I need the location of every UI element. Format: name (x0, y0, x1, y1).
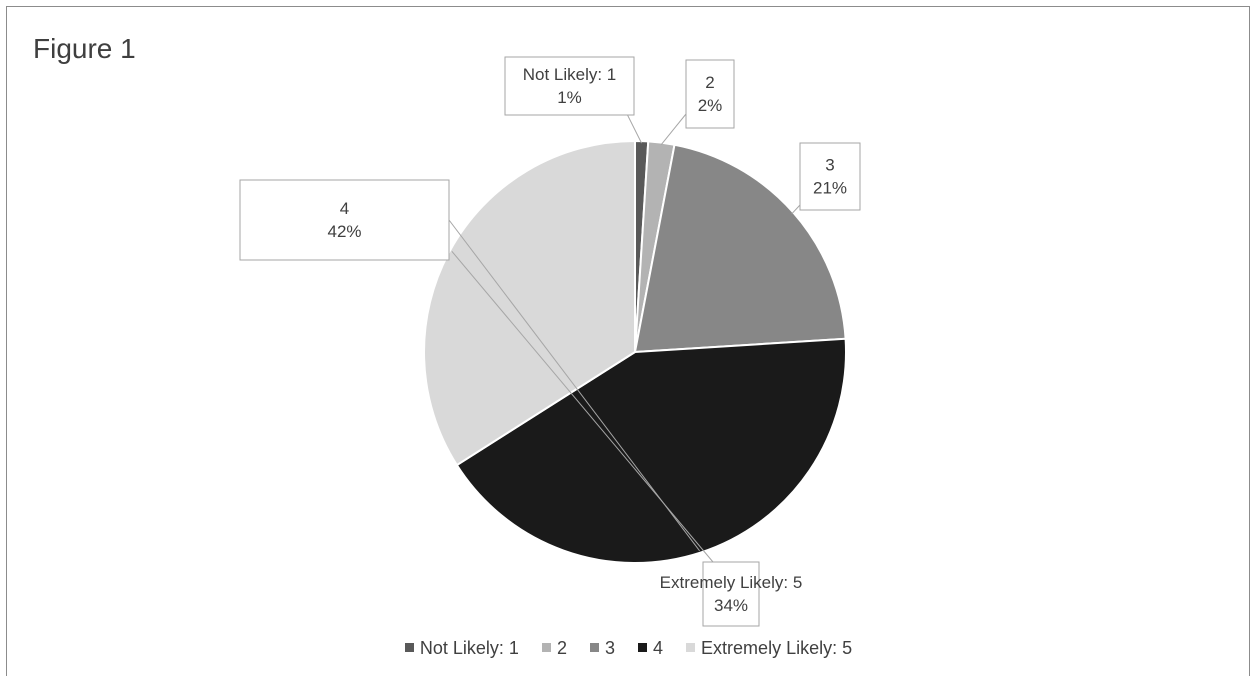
leader-line (626, 113, 643, 144)
data-label-3: 442% (239, 179, 700, 552)
data-label-percent: 34% (714, 596, 748, 615)
legend: Not Likely: 1 2 3 4 Extremely Likely: 5 (0, 638, 1257, 659)
data-label-box (702, 561, 760, 627)
legend-swatch (589, 643, 599, 652)
legend-item-4: 4 (638, 638, 663, 659)
legend-swatch (541, 643, 551, 652)
data-label-0: Not Likely: 1 1% (504, 56, 643, 144)
legend-item-3: 3 (589, 638, 615, 659)
data-label-4: Extremely Likely: 5 34% (451, 250, 803, 627)
leader-line (660, 113, 687, 145)
data-label-1: 22% (660, 59, 735, 145)
data-label-box (504, 56, 635, 116)
data-label-percent: 1% (557, 88, 582, 107)
legend-item-not-likely: Not Likely: 1 (404, 638, 519, 659)
legend-label: Extremely Likely: 5 (701, 638, 853, 658)
leader-line (791, 204, 801, 215)
legend-swatch (686, 643, 696, 652)
legend-label: 2 (556, 638, 567, 658)
legend-swatch (404, 643, 414, 652)
pie-callouts: Not Likely: 11%22%321%442%Extremely Like… (239, 56, 861, 627)
legend-label: 4 (653, 638, 664, 658)
data-label-percent: 21% (813, 179, 847, 198)
legend-swatch (638, 643, 648, 652)
figure-title: Figure 1 (33, 33, 136, 64)
data-label-percent: 2% (698, 96, 723, 115)
pie-slice-3 (455, 337, 847, 564)
leader-line (451, 250, 714, 563)
legend-label: Not Likely: 1 (419, 638, 519, 658)
data-label-category: 3 (825, 156, 834, 175)
data-label-2: 321% (791, 142, 861, 215)
data-label-category: 2 (705, 73, 714, 92)
data-label-box (799, 142, 861, 211)
legend-item-extremely-likely: Extremely Likely: 5 (686, 638, 852, 659)
legend-item-2: 2 (541, 638, 567, 659)
data-label-category: Not Likely: 1 (523, 65, 617, 84)
legend-label: 3 (604, 638, 615, 658)
data-label-category: Extremely Likely: 5 (660, 573, 803, 592)
data-label-box (239, 179, 450, 261)
data-label-category: 4 (340, 199, 349, 218)
data-label-percent: 42% (327, 222, 361, 241)
pie-slices (423, 139, 847, 564)
pie-slice-4 (423, 139, 636, 467)
data-label-box (685, 59, 735, 129)
